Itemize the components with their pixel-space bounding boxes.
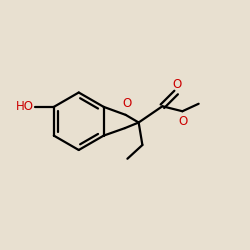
Text: O: O (122, 97, 132, 110)
Text: O: O (172, 78, 182, 90)
Text: O: O (178, 114, 188, 128)
Text: HO: HO (16, 100, 34, 114)
